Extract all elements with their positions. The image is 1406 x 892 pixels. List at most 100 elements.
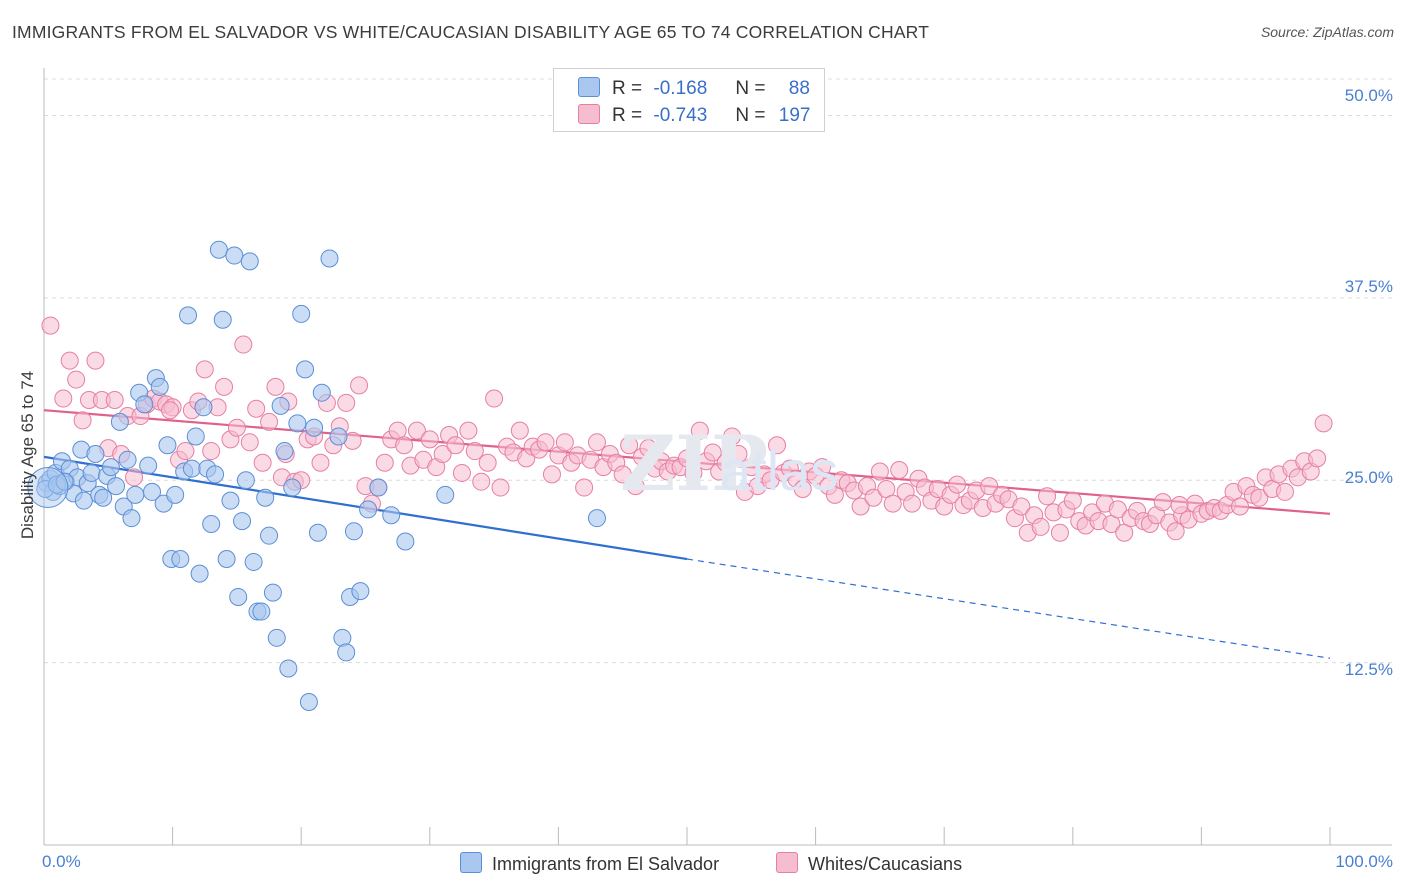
data-point-whites [86, 351, 105, 370]
y-tick-label: 12.5% [1344, 660, 1393, 679]
data-point-whites [459, 421, 478, 440]
data-point-whites [433, 444, 452, 463]
data-point-whites [1153, 493, 1172, 512]
data-point-el-salvador [296, 360, 315, 379]
data-point-whites [536, 433, 555, 452]
data-point-whites [864, 488, 883, 507]
y-tick-label: 25.0% [1344, 468, 1393, 487]
data-point-el-salvador [217, 550, 236, 569]
legend-row-el-salvador: R = -0.168 N = 88 [578, 77, 810, 99]
data-point-whites [420, 430, 439, 449]
data-point-whites [60, 351, 79, 370]
data-point-el-salvador [256, 488, 275, 507]
data-point-whites [195, 360, 214, 379]
trend-line-el-salvador-extrapolated [686, 558, 1331, 659]
data-point-whites [575, 478, 594, 497]
data-point-whites [890, 461, 909, 480]
data-point-whites [1230, 497, 1249, 516]
data-point-whites [620, 436, 639, 455]
legend-swatch-blue [460, 852, 482, 873]
data-point-whites [1166, 522, 1185, 541]
data-point-el-salvador [329, 427, 348, 446]
data-point-whites [870, 462, 889, 481]
data-point-el-salvador [143, 482, 162, 501]
data-point-el-salvador [94, 488, 113, 507]
data-point-el-salvador [107, 477, 126, 496]
data-point-el-salvador [221, 491, 240, 510]
data-point-el-salvador [139, 456, 158, 475]
x-tick-label: 100.0% [1335, 852, 1393, 871]
data-point-el-salvador [359, 500, 378, 519]
data-point-whites [311, 453, 330, 472]
data-point-whites [41, 316, 60, 335]
data-point-el-salvador [166, 485, 185, 504]
data-point-whites [813, 458, 832, 477]
data-point-whites [375, 453, 394, 472]
x-tick-label: 0.0% [42, 852, 81, 871]
data-point-el-salvador [292, 304, 311, 323]
data-point-el-salvador [82, 463, 101, 482]
data-point-whites [472, 472, 491, 491]
data-point-whites [54, 389, 73, 408]
data-point-el-salvador [275, 442, 294, 461]
axes [43, 68, 1392, 846]
data-point-whites [723, 427, 742, 446]
data-point-whites [161, 401, 180, 420]
data-point-el-salvador [233, 512, 252, 531]
data-point-whites [1108, 500, 1127, 519]
data-point-whites [1250, 488, 1269, 507]
data-point-whites [491, 478, 510, 497]
data-point-whites [639, 439, 658, 458]
data-point-el-salvador [150, 377, 169, 396]
legend-item-whites[interactable]: Whites/Caucasians [776, 852, 962, 875]
data-point-whites [903, 494, 922, 513]
legend-item-el-salvador[interactable]: Immigrants from El Salvador [460, 852, 719, 875]
source-label: Source: ZipAtlas.com [1260, 24, 1394, 40]
data-point-whites [1314, 414, 1333, 433]
data-point-el-salvador [213, 310, 232, 329]
data-point-el-salvador [202, 515, 221, 534]
data-point-whites [1063, 491, 1082, 510]
data-point-el-salvador [244, 552, 263, 571]
data-point-el-salvador [305, 418, 324, 437]
data-point-whites [215, 377, 234, 396]
r-value: -0.743 [653, 105, 708, 126]
legend-swatch-pink [578, 104, 600, 124]
data-point-whites [485, 389, 504, 408]
legend-label: Immigrants from El Salvador [492, 854, 720, 874]
legend-swatch-blue [578, 77, 600, 97]
data-point-el-salvador [260, 526, 279, 545]
data-point-whites [478, 453, 497, 472]
data-point-whites [716, 453, 735, 472]
data-point-el-salvador [351, 582, 370, 601]
data-point-el-salvador [186, 427, 205, 446]
data-point-whites [883, 494, 902, 513]
data-point-el-salvador [308, 523, 327, 542]
data-point-el-salvador [194, 398, 213, 417]
r-value: -0.168 [653, 78, 708, 99]
data-point-el-salvador [190, 564, 209, 583]
grid-lines [44, 78, 1392, 664]
data-point-el-salvador [271, 396, 290, 415]
data-point-el-salvador [118, 450, 137, 469]
data-point-whites [768, 436, 787, 455]
data-point-el-salvador [252, 602, 271, 621]
data-point-whites [253, 453, 272, 472]
data-point-el-salvador [101, 458, 120, 477]
data-point-whites [690, 421, 709, 440]
data-point-whites [247, 399, 266, 418]
data-point-whites [73, 411, 92, 430]
series-el-salvador-points [27, 240, 606, 712]
data-point-el-salvador [74, 491, 93, 510]
data-point-whites [407, 421, 426, 440]
n-label: N = [735, 78, 766, 99]
data-point-el-salvador [206, 465, 225, 484]
data-point-whites [337, 393, 356, 412]
watermark-atlas: atlas [720, 439, 838, 502]
data-point-whites [542, 465, 561, 484]
data-point-whites [395, 436, 414, 455]
data-point-whites [67, 370, 86, 389]
data-point-whites [613, 465, 632, 484]
data-point-whites [465, 442, 484, 461]
